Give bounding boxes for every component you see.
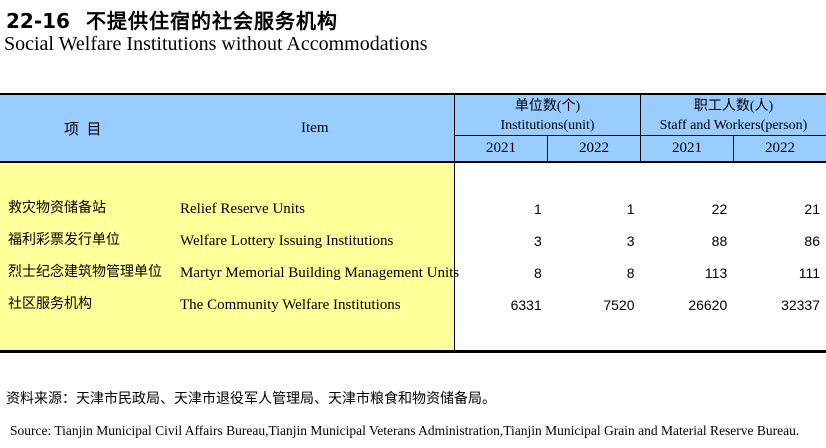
page-title-zh: 不提供住宿的社会服务机构	[85, 9, 338, 33]
header-group-institutions: 单位数(个) Institutions(unit)	[455, 95, 640, 135]
value-staff-2021: 88	[711, 233, 728, 249]
year-cell-staff-2021: 2021	[640, 136, 733, 161]
value-institutions-2021: 8	[533, 265, 542, 281]
row-label-en: The Community Welfare Institutions	[180, 297, 401, 313]
page-title-en: Social Welfare Institutions without Acco…	[4, 33, 428, 55]
header-group-row: 单位数(个) Institutions(unit) 职工人数(人) Staff …	[455, 95, 826, 135]
value-institutions-2021: 3	[533, 233, 542, 249]
value-institutions-2022: 7520	[603, 297, 635, 313]
row-label-zh: 福利彩票发行单位	[8, 233, 120, 248]
table-header: 项 目 Item 单位数(个) Institutions(unit) 职工人数(…	[0, 95, 826, 163]
table-number: 22-16	[6, 9, 70, 33]
value-staff-2021: 113	[704, 265, 728, 281]
header-cell-item: 项 目 Item	[0, 95, 455, 161]
row-label-zh: 烈士纪念建筑物管理单位	[8, 265, 162, 280]
header-data-columns: 单位数(个) Institutions(unit) 职工人数(人) Staff …	[455, 95, 826, 161]
group-institutions-zh: 单位数(个)	[514, 99, 581, 114]
row-label-en: Martyr Memorial Building Management Unit…	[180, 265, 460, 281]
value-institutions-2022: 8	[626, 265, 635, 281]
row-label-zh: 社区服务机构	[8, 297, 92, 312]
value-staff-2021: 22	[711, 201, 728, 217]
table-rows: 救灾物资储备站 Relief Reserve Units 1 1 22 21 福…	[0, 193, 826, 321]
value-staff-2022: 111	[798, 265, 820, 281]
header-item-zh: 项 目	[64, 122, 102, 138]
statistics-table: 项 目 Item 单位数(个) Institutions(unit) 职工人数(…	[0, 93, 826, 353]
row-label-en: Relief Reserve Units	[180, 201, 305, 217]
value-institutions-2022: 1	[626, 201, 635, 217]
row-label-en: Welfare Lottery Issuing Institutions	[180, 233, 394, 249]
item-column-background	[0, 163, 455, 350]
value-staff-2022: 32337	[781, 297, 820, 313]
table-row: 福利彩票发行单位 Welfare Lottery Issuing Institu…	[0, 225, 826, 257]
group-institutions-en: Institutions(unit)	[500, 117, 595, 133]
header-item-en: Item	[301, 120, 329, 136]
value-institutions-2022: 3	[626, 233, 635, 249]
header-group-staff: 职工人数(人) Staff and Workers(person)	[640, 95, 826, 135]
source-note-zh: 资料来源：天津市民政局、天津市退役军人管理局、天津市粮食和物资储备局。	[6, 392, 496, 407]
year-cell-institutions-2022: 2022	[547, 136, 640, 161]
value-staff-2021: 26620	[688, 297, 728, 313]
table-body: 救灾物资储备站 Relief Reserve Units 1 1 22 21 福…	[0, 163, 826, 350]
value-institutions-2021: 1	[533, 201, 542, 217]
group-staff-en: Staff and Workers(person)	[659, 117, 808, 133]
source-note-en: Source: Tianjin Municipal Civil Affairs …	[10, 423, 800, 438]
table-row: 救灾物资储备站 Relief Reserve Units 1 1 22 21	[0, 193, 826, 225]
group-staff-zh: 职工人数(人)	[693, 99, 774, 114]
table-row: 烈士纪念建筑物管理单位 Martyr Memorial Building Man…	[0, 257, 826, 289]
header-year-row: 2021 2022 2021 2022	[455, 135, 826, 161]
row-label-zh: 救灾物资储备站	[8, 201, 106, 216]
year-cell-staff-2022: 2022	[733, 136, 826, 161]
year-cell-institutions-2021: 2021	[486, 140, 516, 156]
value-institutions-2021: 6331	[510, 297, 542, 313]
value-staff-2022: 21	[804, 201, 820, 217]
table-row: 社区服务机构 The Community Welfare Institution…	[0, 289, 826, 321]
value-staff-2022: 86	[804, 233, 820, 249]
page-title: 22-16 不提供住宿的社会服务机构	[6, 5, 338, 34]
